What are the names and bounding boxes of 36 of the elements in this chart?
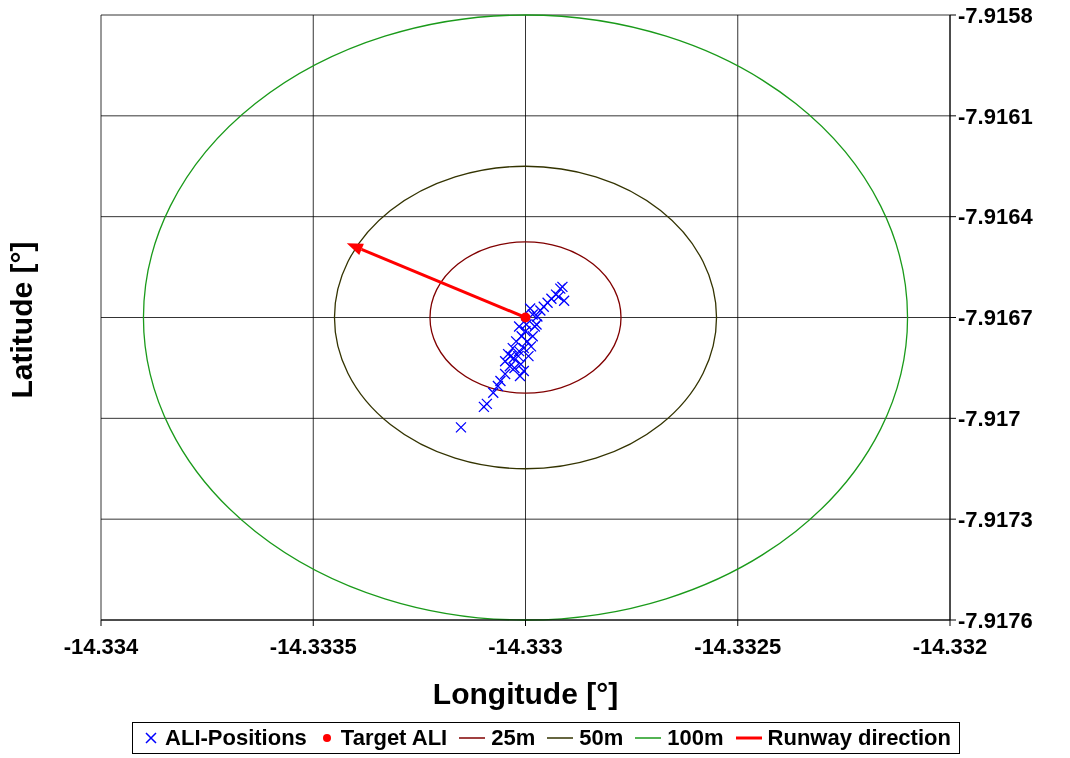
- x-axis-title: Longitude [°]: [432, 677, 619, 710]
- text: Runway direction: [767, 725, 951, 751]
- y-tick-label: -7.9158: [958, 2, 1033, 28]
- x-tick-label: -14.332: [912, 633, 988, 659]
- text: 100m: [667, 725, 724, 751]
- point: [494, 375, 507, 387]
- y-tick-label: -7.9164: [958, 204, 1034, 230]
- x-tick-label: -14.3335: [269, 633, 357, 659]
- y-tick-label: -7.917: [958, 406, 1021, 432]
- x-tick-label: -14.333: [488, 633, 563, 659]
- y-tick-label: -7.9173: [958, 506, 1033, 532]
- y-tick-label: -7.9161: [958, 103, 1033, 129]
- point: [545, 293, 558, 305]
- x-tick-label: -14.334: [63, 633, 140, 659]
- point: [520, 312, 531, 323]
- point: [519, 325, 532, 337]
- legend-label: ALI-Positions: [165, 725, 307, 751]
- text: 25m: [491, 725, 536, 751]
- y-axis-title: Latitude [°]: [5, 241, 39, 399]
- point: [541, 297, 554, 309]
- point: [487, 387, 499, 399]
- point: [558, 295, 570, 307]
- x-tick-label: -14.3325: [694, 633, 782, 659]
- y-tick-label: -7.9176: [958, 607, 1033, 633]
- point: [527, 308, 539, 321]
- point: [538, 301, 550, 313]
- point: [513, 320, 525, 333]
- point: [499, 368, 511, 380]
- point: [455, 421, 467, 434]
- point: [499, 355, 511, 367]
- legend-label: Target ALI: [340, 725, 448, 751]
- text: 50m: [579, 725, 624, 751]
- y-tick-label: -7.9167: [958, 305, 1033, 331]
- point: [514, 370, 526, 382]
- point: [492, 380, 504, 392]
- point: [531, 310, 544, 323]
